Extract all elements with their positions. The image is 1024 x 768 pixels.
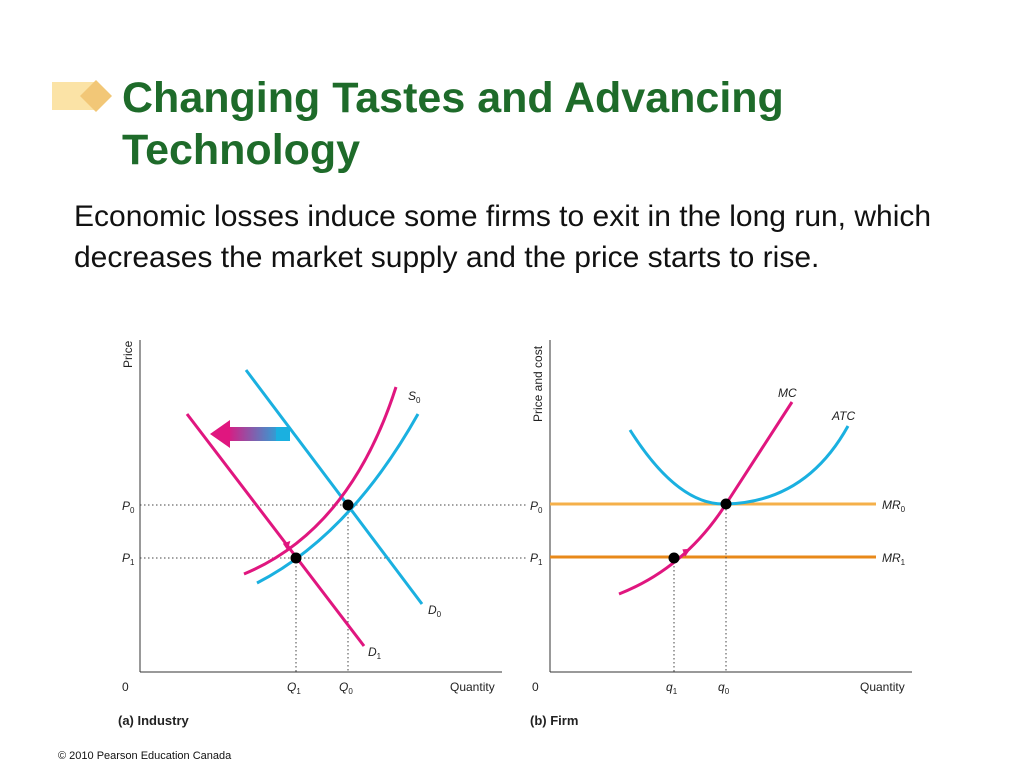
firm-caption: (b) Firm	[530, 713, 578, 728]
atc-label: ATC	[831, 409, 855, 423]
industry-p1-label: P1	[122, 551, 135, 567]
firm-p0-label: P0	[530, 499, 543, 515]
marginal-cost-curve	[618, 401, 794, 596]
copyright-notice: © 2010 Pearson Education Canada	[58, 750, 232, 762]
firm-x-axis-label: Quantity	[860, 680, 905, 694]
industry-x-axis-label: Quantity	[450, 680, 495, 694]
market-adjustment-diagram: Price Quantity 0 P0 P1 Q1 Q0 S0 D0 D1 (a…	[118, 340, 912, 728]
demand-d0-label: D0	[428, 603, 442, 619]
firm-panel: Price and cost Quantity 0 P0 P1 q1 q0 MC…	[530, 340, 912, 728]
industry-origin-label: 0	[122, 680, 129, 694]
supply-curve-s0	[256, 413, 420, 585]
industry-panel: Price Quantity 0 P0 P1 Q1 Q0 S0 D0 D1 (a…	[118, 340, 528, 728]
demand-curve-d1	[185, 413, 366, 647]
mr1-label: MR1	[882, 551, 906, 567]
firm-point-1	[668, 552, 680, 564]
industry-caption: (a) Industry	[118, 713, 190, 728]
firm-point-0	[720, 498, 732, 510]
firm-p1-label: P1	[530, 551, 543, 567]
industry-y-axis-label: Price	[121, 340, 135, 368]
firm-origin-label: 0	[532, 680, 539, 694]
price-rise-arrow-icon	[282, 540, 291, 551]
diamond-bullet-icon	[52, 80, 112, 112]
industry-q1-label: Q1	[287, 680, 301, 696]
industry-equilibrium-0	[342, 499, 354, 511]
firm-q0-label: q0	[718, 680, 730, 696]
supply-s0-label: S0	[408, 389, 421, 405]
mr0-label: MR0	[882, 498, 906, 514]
left-shift-arrow-icon	[210, 420, 230, 448]
average-total-cost-curve	[628, 425, 850, 506]
supply-curve-magenta	[243, 386, 398, 576]
firm-q1-label: q1	[666, 680, 678, 696]
demand-curve-d0	[244, 369, 424, 605]
slide-title: Changing Tastes and Advancing Technology	[122, 74, 784, 174]
industry-p0-label: P0	[122, 499, 135, 515]
firm-y-axis-label: Price and cost	[531, 345, 545, 422]
shift-arrow-body	[226, 427, 284, 441]
firm-price-rise-arrow-icon	[682, 548, 691, 557]
industry-q0-label: Q0	[339, 680, 353, 696]
mc-label: MC	[778, 386, 797, 400]
industry-equilibrium-1	[290, 552, 302, 564]
shift-arrow-tip	[276, 427, 290, 441]
slide-body-text: Economic losses induce some firms to exi…	[74, 200, 932, 274]
demand-d1-label: D1	[368, 645, 382, 661]
